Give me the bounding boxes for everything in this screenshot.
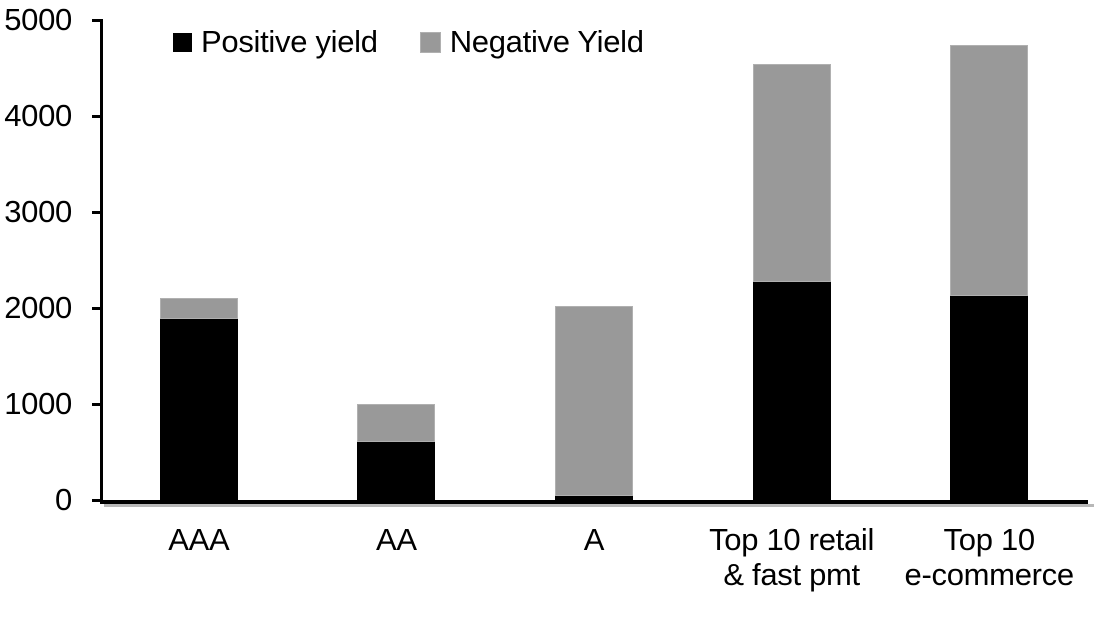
y-tick-mark — [92, 402, 100, 406]
bar-segment-positive-yield — [752, 282, 831, 500]
chart-legend: Positive yield Negative Yield — [173, 25, 644, 59]
legend-label-negative-yield: Negative Yield — [449, 24, 644, 59]
y-tick-label: 5000 — [4, 2, 72, 37]
x-axis-category-label: Top 10 e-commerce — [904, 522, 1075, 592]
legend-label-positive-yield: Positive yield — [201, 24, 378, 59]
y-tick-label: 2000 — [4, 290, 72, 325]
y-tick-label: 4000 — [4, 98, 72, 133]
bar-segment-positive-yield — [555, 496, 633, 500]
y-tick-label: 3000 — [4, 194, 72, 229]
x-axis-category-label: A — [583, 522, 605, 557]
y-tick-mark — [92, 306, 100, 310]
legend-item-negative-yield: Negative Yield — [419, 24, 644, 59]
x-axis-shadow — [104, 504, 1094, 507]
bar-segment-negative-yield — [159, 298, 238, 319]
bar-segment-negative-yield — [950, 44, 1029, 296]
y-axis — [100, 19, 103, 504]
y-tick-mark — [92, 498, 100, 502]
bar-segment-negative-yield — [357, 404, 436, 443]
bar-segment-negative-yield — [555, 306, 633, 497]
y-tick-mark — [92, 114, 100, 118]
positive-yield-swatch — [173, 32, 192, 52]
bar-segment-negative-yield — [752, 64, 831, 283]
y-tick-mark — [92, 18, 100, 22]
y-tick-label: 1000 — [4, 386, 72, 421]
negative-yield-swatch — [419, 31, 441, 53]
x-axis-category-label: AA — [376, 522, 417, 557]
y-tick-mark — [92, 210, 100, 214]
bar-segment-positive-yield — [950, 295, 1029, 500]
bar-segment-positive-yield — [357, 442, 436, 500]
x-axis — [100, 500, 1088, 504]
bar-segment-positive-yield — [159, 318, 238, 500]
x-axis-category-label: AAA — [168, 522, 230, 557]
legend-item-positive-yield: Positive yield — [173, 25, 378, 59]
y-tick-label: 0 — [55, 482, 72, 517]
x-axis-category-label: Top 10 retail & fast pmt — [709, 522, 875, 592]
